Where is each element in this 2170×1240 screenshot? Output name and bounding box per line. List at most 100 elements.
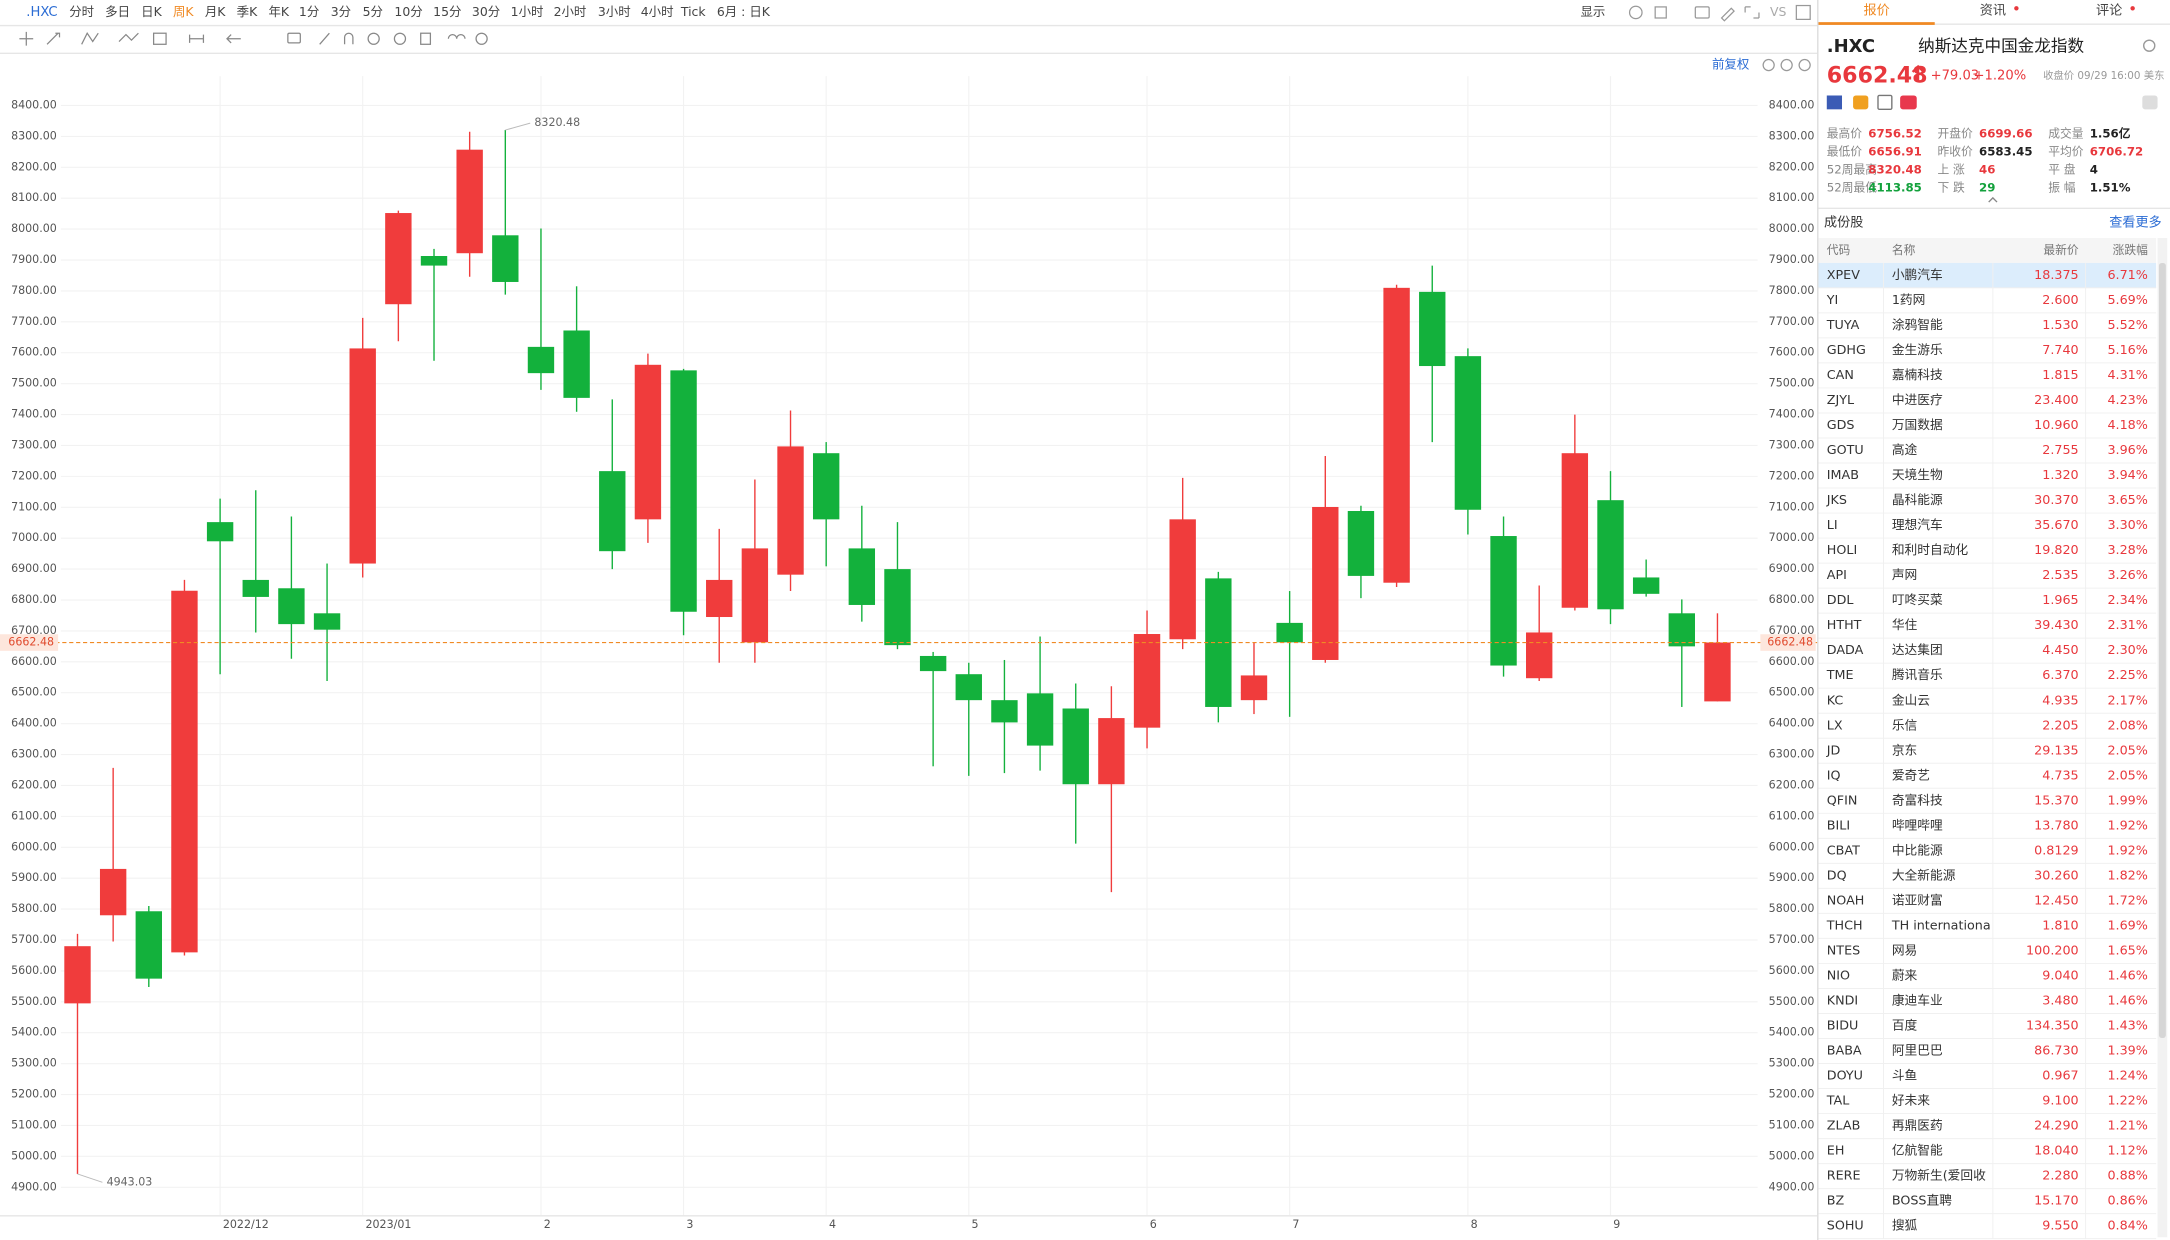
- stock-code[interactable]: XPEV: [1827, 268, 1860, 283]
- period-button[interactable]: 季K: [237, 4, 258, 19]
- stock-code[interactable]: THCH: [1826, 918, 1863, 933]
- view-more-link[interactable]: 查看更多: [2109, 213, 2162, 230]
- camera-icon[interactable]: [1694, 6, 1710, 19]
- drawing-tools[interactable]: [19, 31, 488, 46]
- tool-icon[interactable]: [367, 32, 380, 45]
- stock-code[interactable]: HOLI: [1827, 543, 1857, 558]
- stat-label: 最高价: [1827, 127, 1863, 141]
- display-menu[interactable]: 显示: [1580, 4, 1605, 19]
- stock-code[interactable]: NTES: [1827, 943, 1860, 958]
- square-icon[interactable]: [1654, 6, 1667, 19]
- stock-code[interactable]: NIO: [1827, 969, 1850, 984]
- tool-icon[interactable]: [46, 32, 61, 45]
- collapse-icon[interactable]: [1988, 196, 1998, 203]
- vs-button[interactable]: VS: [1770, 4, 1787, 19]
- stock-code[interactable]: BILI: [1827, 818, 1850, 833]
- stock-code[interactable]: GDHG: [1827, 343, 1866, 358]
- stock-code[interactable]: QFIN: [1827, 793, 1858, 808]
- tool-icon[interactable]: [81, 31, 99, 45]
- alert-icon[interactable]: [2142, 95, 2158, 110]
- stock-code[interactable]: DDL: [1827, 593, 1855, 608]
- stock-code[interactable]: JKS: [1826, 493, 1847, 508]
- tool-icon[interactable]: [188, 34, 205, 43]
- tool-icon[interactable]: [319, 32, 330, 45]
- period-button[interactable]: 多日: [105, 4, 130, 19]
- tool-icon[interactable]: [226, 34, 241, 44]
- stock-code[interactable]: BABA: [1827, 1044, 1862, 1059]
- stock-code[interactable]: API: [1827, 568, 1847, 583]
- period-button[interactable]: 2小时: [554, 4, 587, 19]
- zoom-in-icon[interactable]: [1798, 58, 1811, 72]
- period-button[interactable]: 分时: [69, 4, 94, 19]
- period-button[interactable]: 日K: [141, 4, 162, 19]
- layout-icon[interactable]: [1795, 4, 1811, 20]
- tool-icon[interactable]: [19, 31, 34, 46]
- period-button[interactable]: 10分: [394, 4, 422, 19]
- fav-icon[interactable]: [1900, 95, 1917, 110]
- toolbar-right-icons[interactable]: [1628, 4, 1811, 72]
- stock-code[interactable]: KNDI: [1827, 994, 1858, 1009]
- tool-icon[interactable]: [475, 32, 488, 45]
- period-button[interactable]: 5分: [363, 4, 383, 19]
- stock-code[interactable]: ZJYL: [1827, 393, 1855, 408]
- period-button[interactable]: 周K: [173, 4, 194, 19]
- stock-code[interactable]: GOTU: [1827, 443, 1864, 458]
- tool-icon[interactable]: [118, 32, 139, 42]
- stock-code[interactable]: TME: [1826, 668, 1854, 683]
- period-button[interactable]: 3小时: [598, 4, 631, 19]
- stock-price: 9.550: [2042, 1219, 2078, 1234]
- stock-code[interactable]: SOHU: [1827, 1219, 1864, 1234]
- tool-icon[interactable]: [447, 33, 466, 39]
- stock-code[interactable]: TAL: [1826, 1094, 1850, 1109]
- zoom-out-icon[interactable]: [1780, 58, 1793, 72]
- tool-icon[interactable]: [287, 32, 301, 44]
- stock-code[interactable]: EH: [1827, 1144, 1845, 1159]
- period-button[interactable]: 1分: [299, 4, 319, 19]
- panel-tab[interactable]: 资讯: [1980, 3, 2006, 19]
- stock-code[interactable]: TUYA: [1826, 318, 1860, 333]
- period-button[interactable]: 月K: [205, 4, 226, 19]
- stock-code[interactable]: LI: [1827, 518, 1838, 533]
- period-button[interactable]: 3分: [331, 4, 351, 19]
- period-button[interactable]: 1小时: [511, 4, 544, 19]
- panel-tab[interactable]: 评论: [2096, 3, 2122, 19]
- toolbar-symbol[interactable]: .HXC: [26, 5, 57, 20]
- stock-code[interactable]: GDS: [1827, 418, 1855, 433]
- stock-code[interactable]: LX: [1827, 718, 1843, 733]
- stock-code[interactable]: DOYU: [1827, 1069, 1863, 1084]
- stock-code[interactable]: JD: [1826, 743, 1841, 758]
- tool-icon[interactable]: [343, 32, 354, 45]
- settings-icon[interactable]: [1628, 5, 1643, 20]
- stock-code[interactable]: KC: [1827, 693, 1844, 708]
- stock-code[interactable]: RERE: [1827, 1169, 1861, 1184]
- stock-name: 奇富科技: [1892, 792, 1943, 808]
- stock-code[interactable]: IMAB: [1827, 468, 1859, 483]
- tool-icon[interactable]: [152, 32, 167, 45]
- reset-icon[interactable]: [1762, 58, 1775, 72]
- tool-icon[interactable]: [393, 32, 407, 45]
- fullscreen-icon[interactable]: [1744, 6, 1760, 19]
- period-button[interactable]: 6月 : 日K: [717, 4, 771, 19]
- period-button[interactable]: 15分: [433, 4, 461, 19]
- stock-code[interactable]: IQ: [1827, 768, 1841, 783]
- stock-code[interactable]: BZ: [1827, 1194, 1845, 1209]
- stock-code[interactable]: ZLAB: [1827, 1119, 1861, 1134]
- adjust-mode[interactable]: 前复权: [1712, 57, 1750, 72]
- period-button[interactable]: 年K: [268, 4, 289, 19]
- stock-code[interactable]: HTHT: [1827, 618, 1862, 633]
- pen-icon[interactable]: [1720, 7, 1735, 22]
- stock-code[interactable]: NOAH: [1827, 893, 1865, 908]
- period-button[interactable]: 4小时: [641, 4, 674, 19]
- stock-code[interactable]: CBAT: [1827, 843, 1860, 858]
- panel-settings[interactable]: [2143, 39, 2156, 52]
- period-button[interactable]: Tick: [680, 4, 707, 19]
- panel-tab[interactable]: 报价: [1863, 3, 1889, 19]
- stock-code[interactable]: DADA: [1827, 643, 1864, 658]
- tool-icon[interactable]: [420, 32, 432, 45]
- stock-code[interactable]: CAN: [1827, 368, 1854, 383]
- stock-code[interactable]: BIDU: [1827, 1019, 1859, 1034]
- stock-code[interactable]: DQ: [1827, 868, 1847, 883]
- stock-code[interactable]: YI: [1826, 293, 1839, 308]
- period-button[interactable]: 30分: [472, 4, 500, 19]
- scrollbar-thumb[interactable]: [2158, 262, 2166, 1038]
